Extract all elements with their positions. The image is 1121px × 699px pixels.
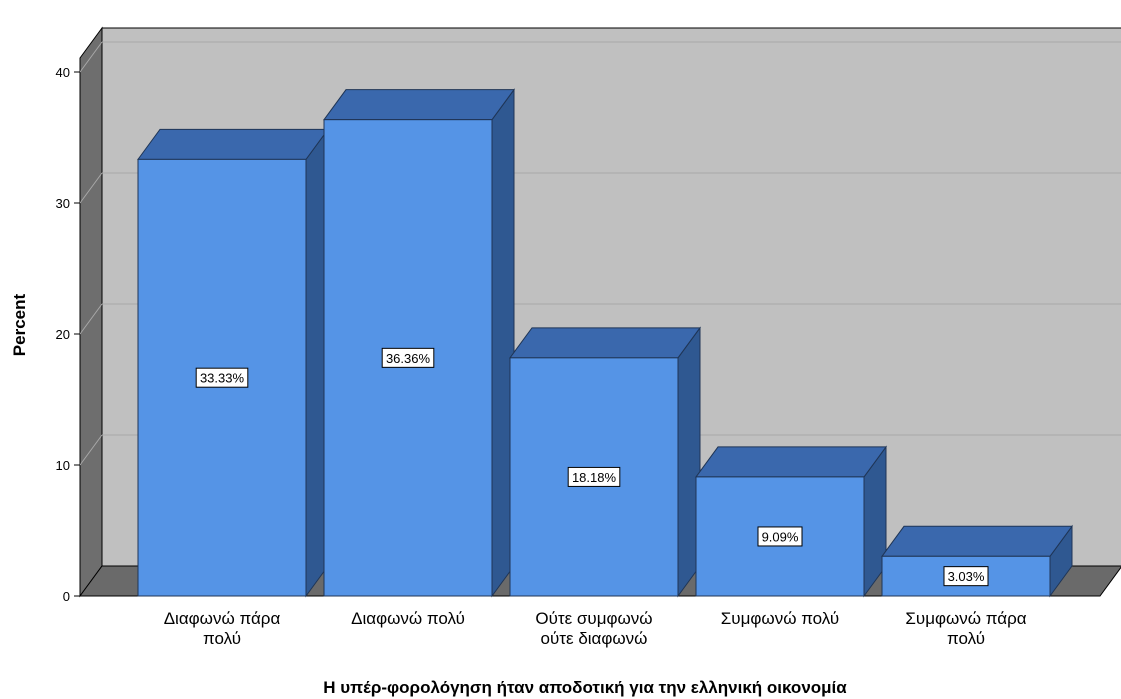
gridline-side (79, 303, 103, 335)
x-axis-title: Η υπέρ-φορολόγηση ήταν αποδοτική για την… (323, 678, 847, 697)
x-tick-label-line: πολύ (947, 629, 985, 648)
gridline-side (79, 41, 103, 73)
y-axis-ticks: 0 10 20 30 40 (56, 65, 80, 604)
y-tick-label: 10 (56, 458, 70, 473)
x-tick-label-line: πολύ (203, 629, 241, 648)
x-tick-label: Διαφωνώ πάρα πολύ (164, 609, 281, 648)
x-tick-label-line: Διαφωνώ πάρα (164, 609, 281, 628)
side-wall (79, 26, 103, 598)
data-label-box (757, 526, 803, 547)
data-label: 9.09% (762, 529, 799, 544)
x-tick-label: Διαφωνώ πολύ (351, 609, 465, 628)
x-tick-label-line: Συμφωνώ πολύ (721, 609, 839, 628)
data-label-box (195, 367, 249, 388)
bar: 36.36% (323, 88, 515, 598)
y-axis-title: Percent (10, 293, 29, 356)
bar: 3.03% (881, 524, 1073, 598)
y-tick-label: 40 (56, 65, 70, 80)
bar: 9.09% (695, 445, 887, 598)
data-label-box (567, 466, 621, 487)
bar: 33.33% (137, 127, 329, 598)
x-tick-label-line: ούτε διαφωνώ (541, 629, 648, 648)
bar-top (137, 128, 329, 160)
y-tick-label: 0 (63, 589, 70, 604)
x-tick-label-line: Διαφωνώ πολύ (351, 609, 465, 628)
data-label: 36.36% (386, 351, 431, 366)
x-tick-label-line: Συμφωνώ πάρα (905, 609, 1026, 628)
bar-top (323, 89, 515, 121)
x-tick-label: Συμφωνώ πάρα πολύ (905, 609, 1026, 648)
data-label: 18.18% (572, 470, 617, 485)
data-label: 3.03% (948, 569, 985, 584)
data-label-box (943, 566, 989, 587)
data-label-box (381, 347, 435, 368)
y-tick-label: 20 (56, 327, 70, 342)
bar-top (509, 327, 701, 359)
y-tick-label: 30 (56, 196, 70, 211)
x-tick-label-line: Ούτε συμφωνώ (535, 609, 652, 628)
bar: 18.18% (509, 326, 701, 598)
bars: 33.33% 36.36% 18.18% 9.09% 3.03% (137, 88, 1073, 598)
x-tick-label: Συμφωνώ πολύ (721, 609, 839, 628)
gridline-side (79, 434, 103, 466)
data-label: 33.33% (200, 371, 245, 386)
bar-top (881, 525, 1073, 557)
bar-front (137, 158, 307, 597)
x-tick-label: Ούτε συμφωνώ ούτε διαφωνώ (535, 609, 652, 648)
gridline-side (79, 172, 103, 204)
bar-top (695, 446, 887, 478)
